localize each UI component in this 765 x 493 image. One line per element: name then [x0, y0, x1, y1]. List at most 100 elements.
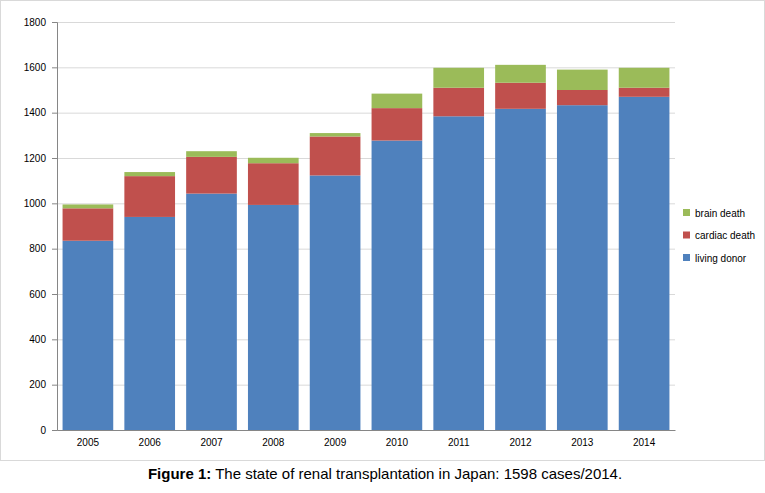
- tick: 1400: [24, 107, 57, 118]
- bar: [495, 65, 546, 83]
- tick-mark: [52, 339, 57, 340]
- tick: 0: [40, 425, 57, 436]
- tick-mark: [52, 113, 57, 114]
- tick-label: 2009: [324, 437, 347, 448]
- axis-line: [58, 430, 676, 431]
- bar: [557, 90, 608, 105]
- bar: [186, 157, 237, 194]
- bar: [248, 158, 299, 163]
- bar: [124, 172, 175, 176]
- tick-label: 2006: [139, 437, 162, 448]
- grid-line: [57, 22, 675, 23]
- tick-mark: [52, 294, 57, 295]
- bar: [495, 83, 546, 109]
- tick-label: 200: [29, 379, 46, 390]
- bar: [495, 109, 546, 430]
- bar: [63, 208, 114, 240]
- legend-swatch: [683, 232, 690, 239]
- bar: [63, 204, 114, 208]
- tick: 2012: [509, 430, 532, 448]
- y-axis: 0 200 400 600 800 1000 1200 1400 1600 1800: [24, 17, 58, 436]
- bar: [372, 141, 423, 430]
- tick-mark: [52, 385, 57, 386]
- tick-label: 600: [29, 289, 46, 300]
- legend-label: living donor: [695, 253, 747, 264]
- bar: [248, 163, 299, 205]
- grid: [57, 23, 675, 431]
- bar: [433, 88, 484, 117]
- bar: [124, 217, 175, 430]
- tick-label: 2005: [77, 437, 100, 448]
- bar: [372, 94, 423, 109]
- series-bars: [63, 83, 670, 241]
- tick-mark: [52, 67, 57, 68]
- grid-line: [57, 67, 675, 68]
- chart: 0200400600800100012001400160018002005200…: [0, 0, 765, 493]
- tick-mark: [52, 158, 57, 159]
- bar: [433, 116, 484, 430]
- tick: 2008: [262, 430, 285, 448]
- tick: 800: [29, 243, 57, 254]
- tick-label: 2014: [633, 437, 656, 448]
- bar: [310, 136, 361, 175]
- series-bars: [63, 97, 670, 430]
- x-axis: 2005 2006 2007 2008 2009 2010 2011 2012 2013 2014: [58, 430, 676, 448]
- tick: 1200: [24, 153, 57, 164]
- tick-label: 1400: [24, 107, 47, 118]
- tick: 200: [29, 379, 57, 390]
- bar: [619, 68, 670, 88]
- tick-mark: [52, 430, 57, 431]
- tick: 2007: [200, 430, 223, 448]
- tick-label: 400: [29, 334, 46, 345]
- tick-label: 800: [29, 243, 46, 254]
- bar: [372, 108, 423, 140]
- legend-swatch: [683, 254, 690, 261]
- bar: [186, 194, 237, 430]
- legend-label: brain death: [695, 208, 745, 219]
- tick: 2010: [386, 430, 409, 448]
- title: Figure 1: The state of renal transplanta…: [148, 465, 622, 482]
- bar: [310, 175, 361, 430]
- bar: [63, 241, 114, 430]
- tick: 2011: [448, 430, 470, 448]
- bar: [310, 133, 361, 136]
- tick: 2006: [139, 430, 162, 448]
- tick-label: 2008: [262, 437, 285, 448]
- chart-frame: [1, 1, 765, 461]
- tick-label: 1600: [24, 62, 47, 73]
- tick-label: 1800: [24, 17, 47, 28]
- legend: brain death cardiac death living donor: [683, 208, 755, 264]
- grid-line: [57, 430, 675, 431]
- bar: [619, 97, 670, 430]
- series-bars: [63, 65, 670, 208]
- legend-label: cardiac death: [695, 230, 755, 241]
- tick-label: 2012: [509, 437, 532, 448]
- tick: 2009: [324, 430, 347, 448]
- tick-mark: [52, 249, 57, 250]
- tick-label: 2010: [386, 437, 409, 448]
- bars: [63, 65, 670, 430]
- tick: 2005: [77, 430, 100, 448]
- tick: 2014: [633, 430, 656, 448]
- tick-label: 1000: [24, 198, 47, 209]
- tick-label: 0: [40, 425, 46, 436]
- bar: [433, 68, 484, 88]
- tick: 1600: [24, 62, 57, 73]
- tick-label: 2013: [571, 437, 594, 448]
- tick: 1000: [24, 198, 57, 209]
- bar: [557, 105, 608, 430]
- tick-label: 2011: [448, 437, 470, 448]
- bar: [186, 151, 237, 157]
- tick: 2013: [571, 430, 594, 448]
- tick-mark: [52, 203, 57, 204]
- axis-line: [52, 23, 58, 431]
- bar: [619, 88, 670, 97]
- tick: 400: [29, 334, 57, 345]
- tick-mark: [52, 22, 57, 23]
- bar: [557, 70, 608, 90]
- bar: [124, 176, 175, 217]
- tick: 1800: [24, 17, 57, 28]
- tick-label: 2007: [200, 437, 223, 448]
- tick: 600: [29, 289, 57, 300]
- tick-label: 1200: [24, 153, 47, 164]
